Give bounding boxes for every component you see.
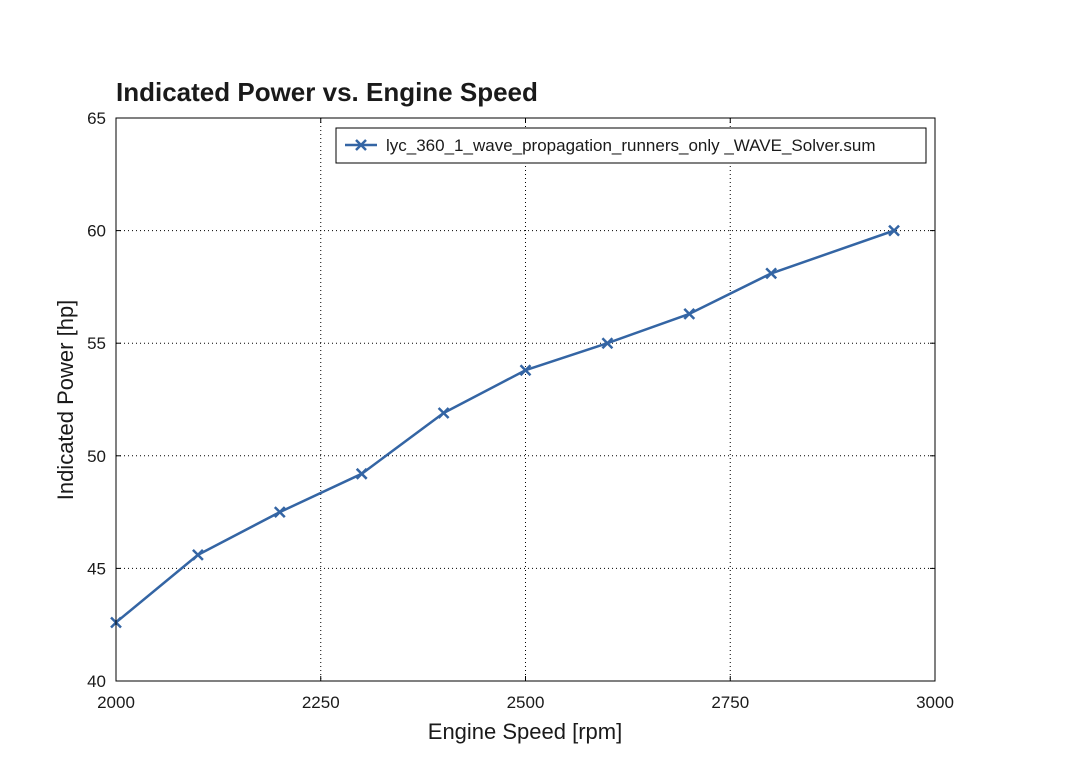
data-point: [888, 224, 900, 237]
y-tick-label: 45: [87, 559, 106, 578]
legend: lyc_360_1_wave_propagation_runners_only …: [335, 127, 927, 164]
legend-marker: [355, 139, 367, 151]
x-tick-label: 2500: [507, 693, 545, 712]
y-tick-label: 40: [87, 672, 106, 691]
x-axis-label: Engine Speed [rpm]: [428, 719, 622, 744]
data-point: [683, 308, 696, 320]
y-tick-label: 50: [87, 447, 106, 466]
data-point: [437, 407, 450, 419]
chart-title: Indicated Power vs. Engine Speed: [116, 77, 538, 107]
data-point: [355, 467, 368, 480]
legend-entry: lyc_360_1_wave_propagation_runners_only …: [386, 136, 876, 155]
data-point: [601, 337, 614, 350]
x-tick-label: 2250: [302, 693, 340, 712]
legend-marker-x: [355, 139, 367, 151]
y-tick-label: 60: [87, 222, 106, 241]
data-point: [765, 267, 778, 280]
x-tick-label: 2750: [711, 693, 749, 712]
grid: [116, 118, 935, 681]
legend-box: [335, 127, 927, 164]
y-tick-label: 65: [87, 109, 106, 128]
y-axis-label: Indicated Power [hp]: [53, 300, 78, 501]
ticks: 2000 2250 2500 2750 3000 40 45 50 55 60 65: [87, 109, 954, 712]
data-point: [519, 364, 532, 377]
x-tick-label: 2000: [97, 693, 135, 712]
y-tick-label: 55: [87, 334, 106, 353]
data-point: [273, 506, 286, 518]
series-layer: [110, 224, 900, 629]
data-point: [192, 549, 204, 561]
series-line: [115, 229, 895, 624]
x-tick-label: 3000: [916, 693, 954, 712]
